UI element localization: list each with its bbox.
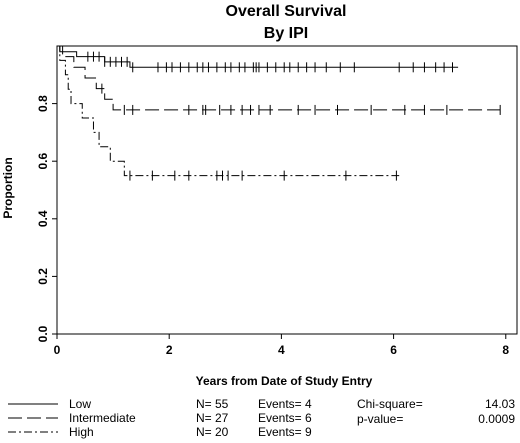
plot-frame xyxy=(56,45,518,335)
y-axis-ticks: 0.0 0.2 0.4 0.6 0.8 xyxy=(36,95,57,342)
x-axis-ticks: 0 2 4 6 8 xyxy=(54,334,509,357)
y-tick-label: 0.6 xyxy=(36,153,50,170)
x-tick-label: 2 xyxy=(166,343,173,357)
legend-label: Low xyxy=(69,397,91,411)
x-tick-label: 0 xyxy=(54,343,61,357)
chi-square-value: 14.03 xyxy=(485,397,515,411)
p-value-value: 0.0009 xyxy=(478,412,515,426)
p-value-label: p-value= xyxy=(357,412,403,426)
x-tick-label: 4 xyxy=(278,343,285,357)
series-layer xyxy=(57,45,501,181)
legend-events: Events= 6 xyxy=(258,411,312,425)
legend: Low N= 55 Events= 4 Intermediate N= 27 Events… xyxy=(8,397,312,439)
legend-events: Events= 9 xyxy=(258,425,312,439)
chi-square-label: Chi-square= xyxy=(357,397,423,411)
chart-subtitle: By IPI xyxy=(264,25,308,42)
legend-events: Events= 4 xyxy=(258,397,312,411)
x-tick-label: 8 xyxy=(502,343,509,357)
x-tick-label: 6 xyxy=(390,343,397,357)
legend-n: N= 55 xyxy=(196,397,229,411)
y-tick-label: 0.0 xyxy=(36,325,50,342)
x-axis-label: Years from Date of Study Entry xyxy=(196,374,373,388)
series-line-low xyxy=(57,45,459,68)
y-tick-label: 0.4 xyxy=(36,210,50,227)
legend-label: High xyxy=(69,425,94,439)
chart-title: Overall Survival xyxy=(226,3,347,20)
legend-n: N= 20 xyxy=(196,425,229,439)
y-tick-label: 0.8 xyxy=(36,95,50,112)
y-axis-label: Proportion xyxy=(1,157,15,218)
series-line-intermediate xyxy=(57,45,501,111)
y-tick-label: 0.2 xyxy=(36,268,50,285)
legend-label: Intermediate xyxy=(69,411,136,425)
legend-n: N= 27 xyxy=(196,411,229,425)
series-line-high xyxy=(57,45,400,177)
